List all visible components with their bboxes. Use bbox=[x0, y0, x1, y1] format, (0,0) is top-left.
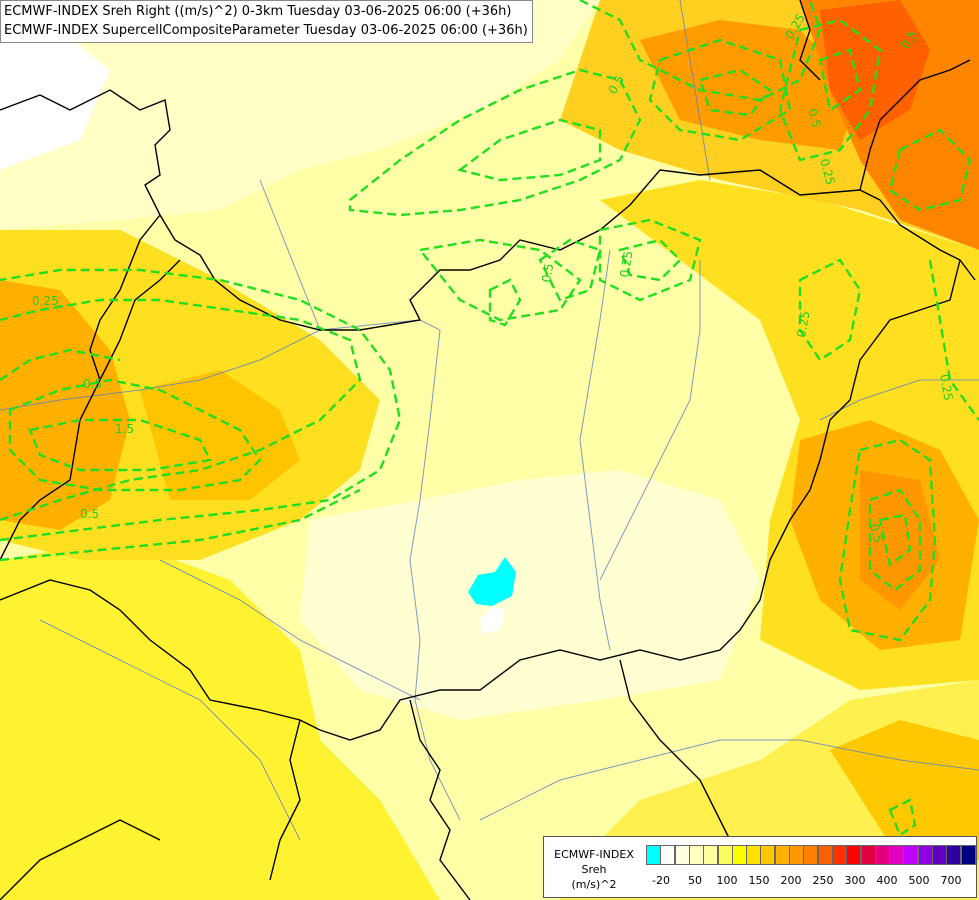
legend-swatch bbox=[932, 845, 947, 865]
field-orange-east2 bbox=[860, 470, 940, 610]
field-light-north bbox=[0, 0, 600, 230]
legend-swatch bbox=[831, 845, 847, 865]
legend-swatch bbox=[646, 845, 661, 865]
legend-swatch bbox=[731, 845, 747, 865]
legend-swatch bbox=[803, 845, 819, 865]
legend-tick-label: 300 bbox=[844, 874, 866, 887]
contour-label: 0.25 bbox=[937, 373, 955, 402]
legend-swatch bbox=[717, 845, 733, 865]
legend-swatch bbox=[674, 845, 690, 865]
rivers bbox=[0, 0, 979, 841]
legend-swatch bbox=[846, 845, 862, 865]
contour-label: 0.25 bbox=[32, 294, 59, 308]
legend-swatch bbox=[917, 845, 933, 865]
legend-swatch bbox=[874, 845, 890, 865]
legend-title-model: ECMWF-INDEX bbox=[554, 848, 634, 861]
legend-tick-label: 500 bbox=[908, 874, 930, 887]
legend-swatch bbox=[660, 845, 676, 865]
field-orange-north bbox=[640, 20, 860, 150]
legend-tick-label: 100 bbox=[716, 874, 738, 887]
legend-swatch bbox=[688, 845, 704, 865]
legend-swatch bbox=[774, 845, 790, 865]
field-white-center bbox=[480, 606, 505, 634]
field-white-nw bbox=[0, 30, 110, 170]
legend-swatch bbox=[860, 845, 876, 865]
contour-label: 0.25 bbox=[794, 310, 812, 339]
legend-swatch bbox=[889, 845, 905, 865]
field-orange-west bbox=[0, 280, 130, 530]
legend-title: ECMWF-INDEX Sreh (m/s)^2 bbox=[546, 847, 642, 892]
legend-tick-label: 700 bbox=[940, 874, 962, 887]
field-red-ne bbox=[820, 0, 930, 140]
contour-label: 0.5 bbox=[83, 377, 102, 391]
color-legend: ECMWF-INDEX Sreh (m/s)^2 -20 50 100 150 200 2… bbox=[543, 836, 977, 898]
legend-title-param: Sreh bbox=[581, 863, 607, 876]
map-title-box: ECMWF-INDEX Sreh Right ((m/s)^2) 0-3km T… bbox=[0, 0, 533, 43]
legend-swatch bbox=[703, 845, 719, 865]
contour-label: 0.5 bbox=[867, 522, 885, 544]
legend-ticks: -20 50 100 150 200 250 300 400 500 700 bbox=[646, 874, 976, 890]
contour-label: 0.5 bbox=[539, 262, 556, 283]
field-negative-cyan bbox=[468, 557, 516, 606]
contour-label: 1.5 bbox=[115, 422, 134, 436]
title-line-sreh: ECMWF-INDEX Sreh Right ((m/s)^2) 0-3km T… bbox=[4, 4, 512, 19]
legend-swatch bbox=[946, 845, 962, 865]
field-orange-se bbox=[830, 720, 979, 860]
legend-swatch bbox=[960, 845, 976, 865]
legend-swatch bbox=[789, 845, 804, 865]
scp-contours bbox=[0, 0, 979, 837]
legend-title-unit: (m/s)^2 bbox=[571, 878, 617, 891]
legend-tick-label: 200 bbox=[780, 874, 802, 887]
legend-swatch bbox=[760, 845, 776, 865]
legend-swatch bbox=[817, 845, 833, 865]
contour-label: 0.25 bbox=[817, 157, 837, 186]
contour-label: 0.5 bbox=[80, 507, 99, 521]
contour-label: 0.5 bbox=[805, 107, 823, 129]
legend-swatch bbox=[746, 845, 762, 865]
legend-tick-label: 250 bbox=[812, 874, 834, 887]
legend-tick-label: 150 bbox=[748, 874, 770, 887]
legend-tick-label: 50 bbox=[688, 874, 702, 887]
title-line-scp: ECMWF-INDEX SupercellCompositeParameter … bbox=[4, 23, 528, 38]
legend-tick-label: 400 bbox=[876, 874, 898, 887]
contour-label: 0.25 bbox=[617, 250, 635, 279]
legend-tick-label: -20 bbox=[652, 874, 670, 887]
legend-swatch bbox=[903, 845, 919, 865]
field-orange-west2 bbox=[140, 370, 300, 500]
